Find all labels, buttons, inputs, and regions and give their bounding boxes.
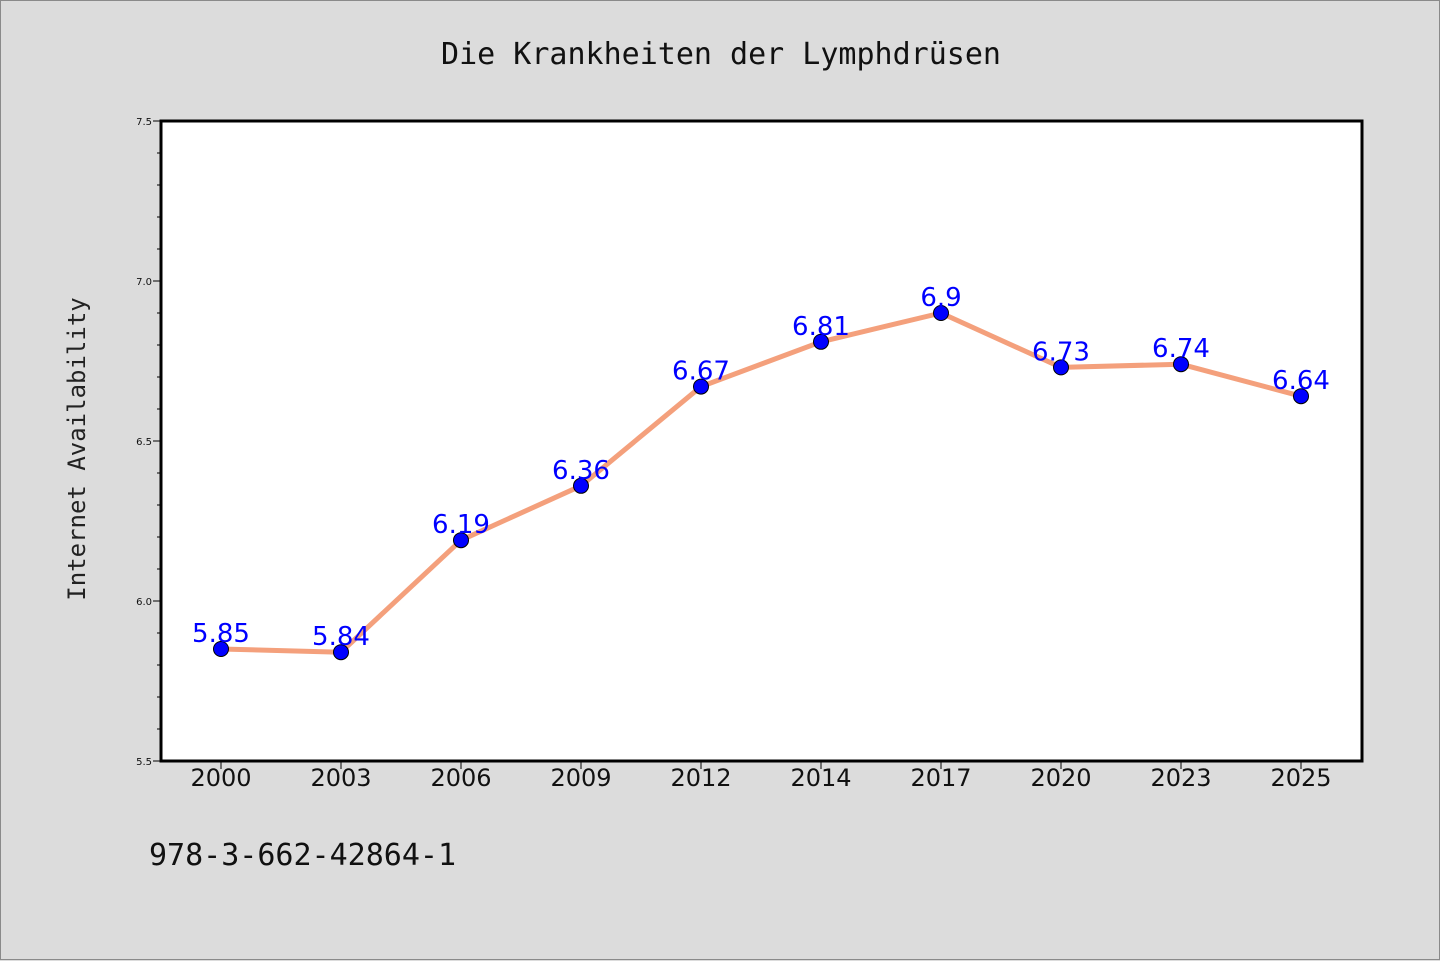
data-point xyxy=(1173,356,1189,373)
x-tick-label: 2000 xyxy=(190,764,251,792)
y-axis-label: Internet Availability xyxy=(63,297,91,600)
y-axis: 5.5 6.0 6.5 7.0 7.5 xyxy=(136,117,161,768)
data-label: 6.73 xyxy=(1032,337,1090,367)
data-label: 5.84 xyxy=(312,622,370,652)
y-tick-label: 6.5 xyxy=(136,437,152,448)
data-label: 6.74 xyxy=(1152,334,1210,364)
plot-border xyxy=(159,119,1364,763)
data-point xyxy=(573,477,589,494)
chart-title: Die Krankheiten der Lymphdrüsen xyxy=(441,37,1001,72)
x-tick-label: 2025 xyxy=(1270,764,1331,792)
x-tick-label: 2006 xyxy=(430,764,491,792)
x-tick-label: 2012 xyxy=(670,764,731,792)
x-tick-label: 2023 xyxy=(1150,764,1211,792)
data-point xyxy=(453,532,469,549)
y-tick-label: 5.5 xyxy=(136,757,152,768)
y-tick-label: 7.5 xyxy=(136,117,152,128)
data-label: 6.81 xyxy=(792,312,850,342)
series-line xyxy=(218,310,1304,655)
x-tick-label: 2009 xyxy=(550,764,611,792)
data-point xyxy=(1053,359,1069,376)
x-tick-label: 2003 xyxy=(310,764,371,792)
footer-isbn: 978-3-662-42864-1 xyxy=(149,838,456,873)
data-label: 6.9 xyxy=(920,283,961,313)
data-point xyxy=(213,641,229,657)
x-tick-label: 2017 xyxy=(910,764,971,792)
data-label: 6.67 xyxy=(672,357,730,387)
data-label: 6.64 xyxy=(1272,366,1330,396)
y-tick-label: 7.0 xyxy=(136,277,152,288)
x-axis: 2000 2003 2006 2009 2012 2014 2017 2020 2023 2025 xyxy=(190,761,1332,792)
series-layer: 5.85 5.84 6.19 6.36 6.67 6.81 6.9 6.73 6.74 6.64 xyxy=(192,283,1330,661)
x-tick-label: 2014 xyxy=(790,764,851,792)
data-point xyxy=(933,305,949,321)
y-tick-label: 6.0 xyxy=(136,597,152,608)
x-tick-label: 2020 xyxy=(1030,764,1091,792)
data-point xyxy=(333,644,349,661)
plot-area xyxy=(161,121,1362,761)
data-label: 6.19 xyxy=(432,510,490,540)
data-point xyxy=(813,333,829,350)
data-point xyxy=(1293,388,1309,405)
data-point xyxy=(693,378,709,395)
data-label: 5.85 xyxy=(192,619,250,649)
data-label: 6.36 xyxy=(552,456,610,486)
